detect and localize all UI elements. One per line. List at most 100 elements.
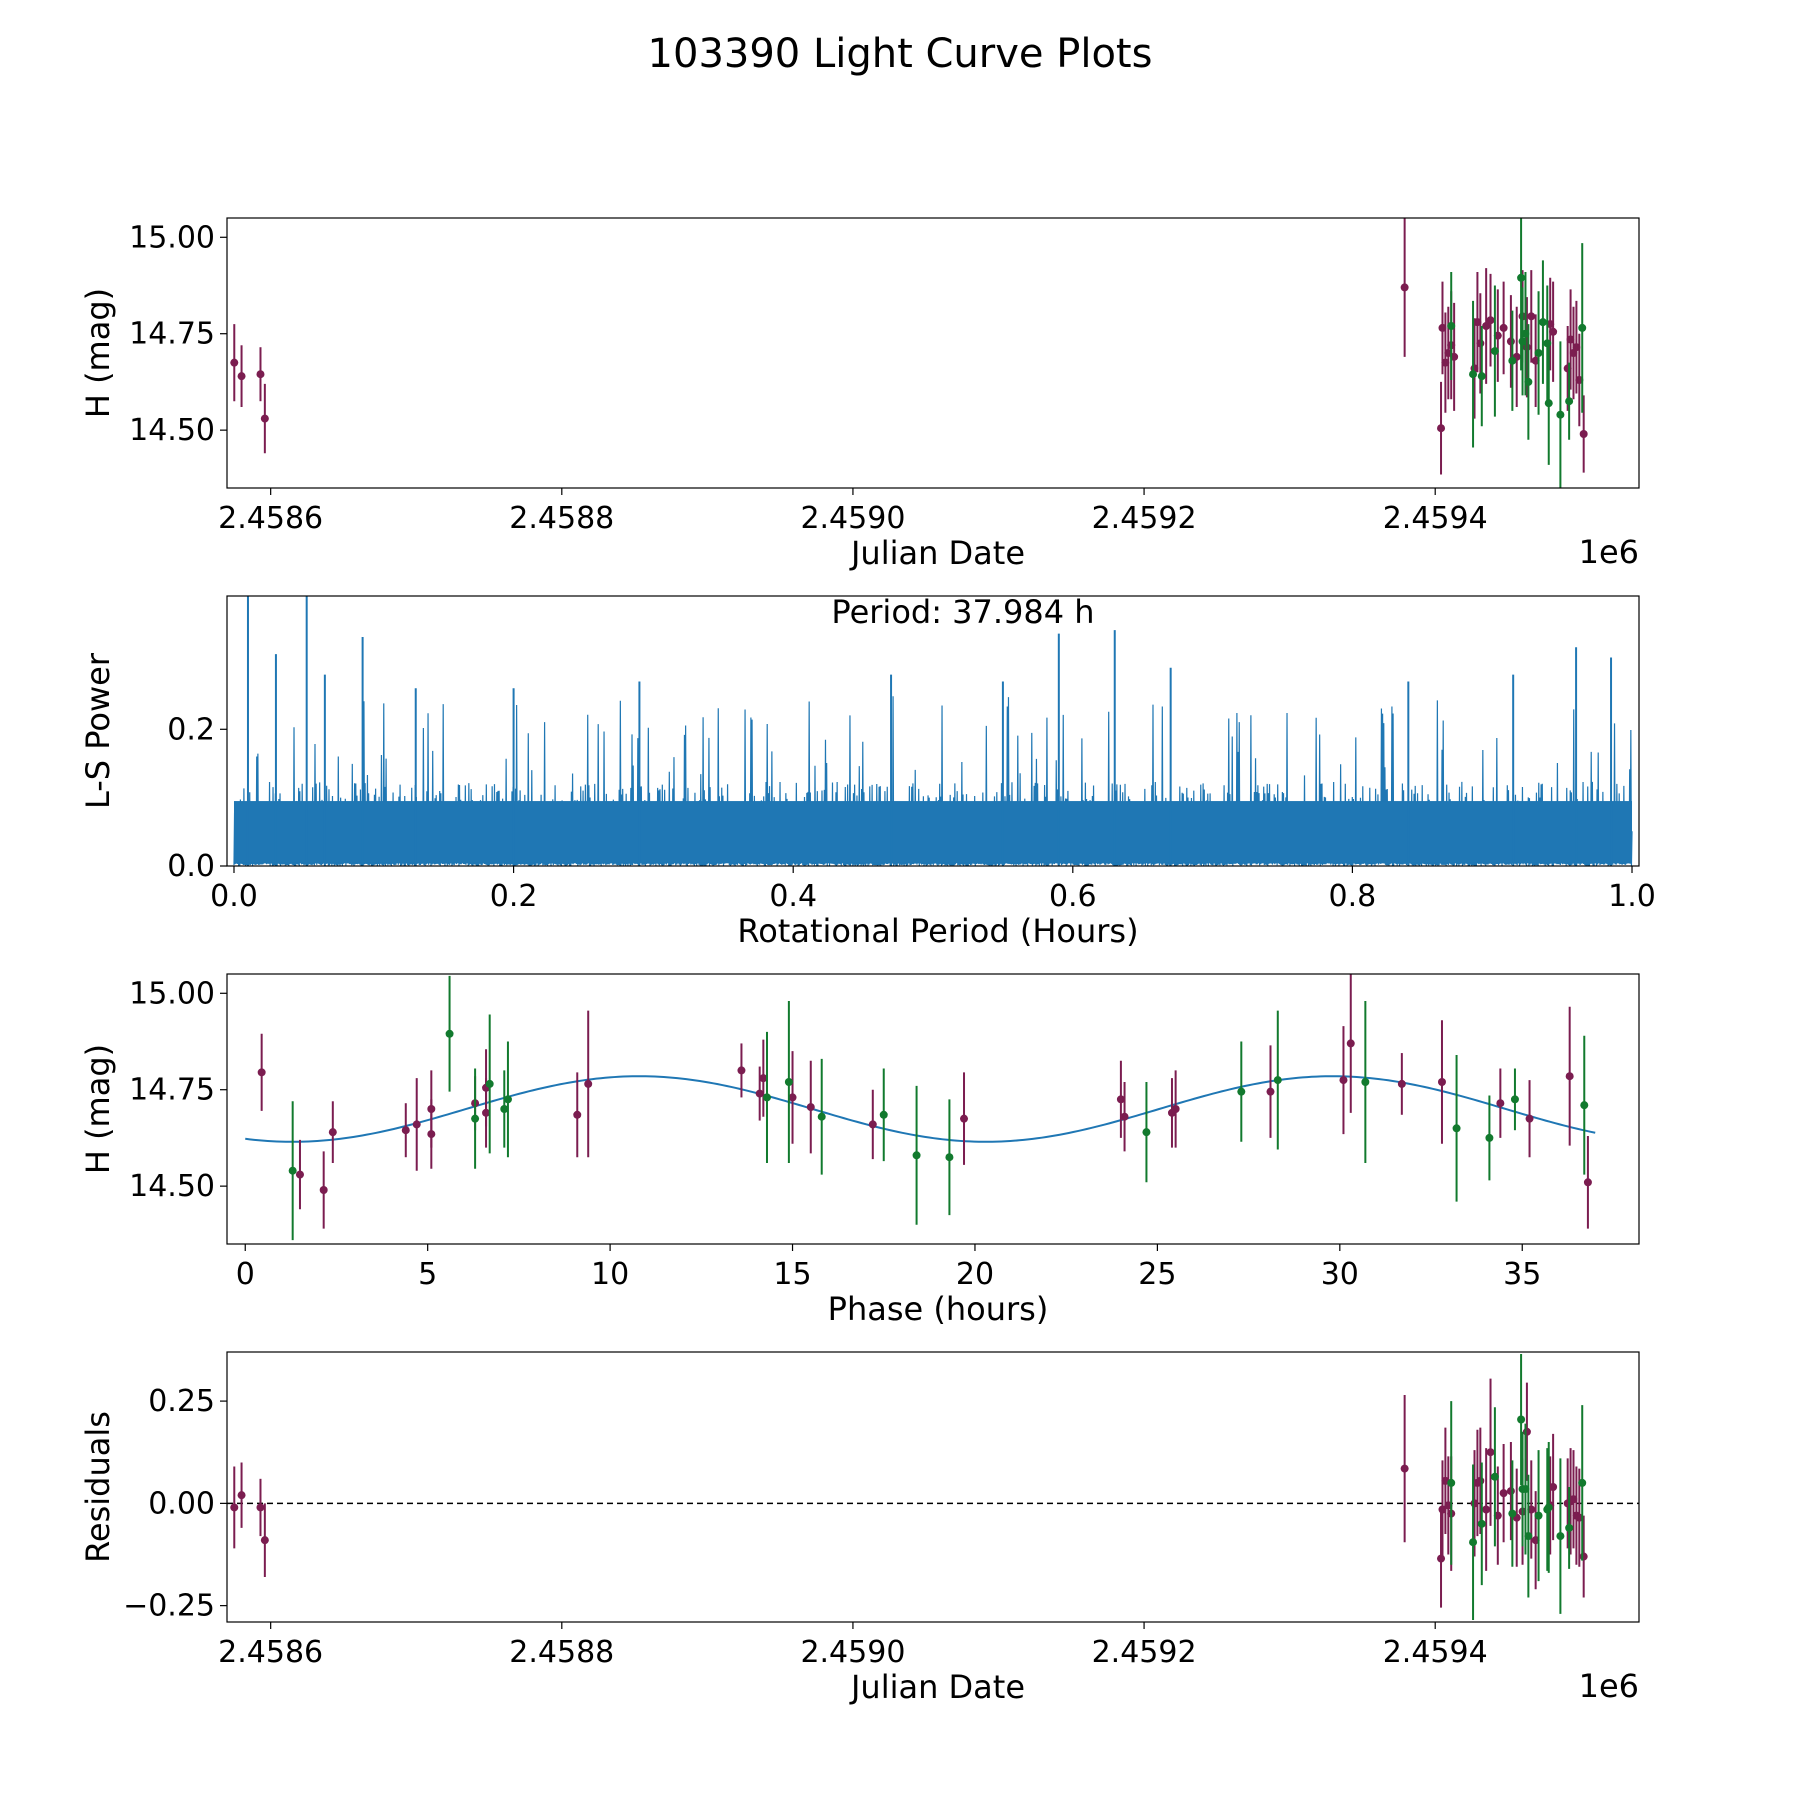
data-point-r: [1482, 322, 1491, 330]
residuals-plot-area: [227, 1354, 1639, 1620]
data-point-r: [868, 1120, 877, 1129]
data-point-g: [1517, 273, 1526, 282]
data-point-g: [1565, 397, 1574, 406]
data-point-r: [1499, 323, 1508, 332]
data-point-g: [1361, 1078, 1370, 1086]
y-tick-label: 0.00: [148, 1486, 215, 1521]
data-point-g: [1477, 1519, 1486, 1528]
data-point-g: [1508, 1509, 1517, 1518]
data-point-g: [1273, 1076, 1282, 1085]
data-point-g: [1469, 1538, 1478, 1547]
y-tick-label: 14.75: [129, 317, 215, 352]
data-point-g: [1490, 347, 1499, 356]
y-tick-label: −0.25: [123, 1589, 215, 1624]
data-point-r: [1549, 1483, 1558, 1491]
data-point-g: [912, 1151, 921, 1160]
data-point-g: [1447, 322, 1456, 330]
data-point-r: [1120, 1112, 1129, 1121]
data-point-g: [1556, 410, 1565, 419]
data-point-r: [806, 1103, 815, 1112]
x-tick-label: 25: [1138, 1257, 1176, 1292]
data-point-r: [1266, 1087, 1275, 1096]
y-axis-label: Residuals: [79, 1411, 117, 1563]
data-point-g: [1469, 370, 1478, 379]
y-axis-label: L-S Power: [79, 652, 117, 809]
x-tick-label: 2.4586: [218, 501, 323, 536]
phased-axes-frame: [226, 973, 1640, 1245]
lightcurve-plot-area: [230, 218, 1588, 488]
data-point-g: [945, 1153, 954, 1162]
x-axis-label: Julian Date: [849, 534, 1025, 572]
x-axis-offset-label: 1e6: [1579, 533, 1639, 571]
x-tick-label: 0.8: [1329, 879, 1377, 914]
data-point-r: [788, 1093, 797, 1102]
y-tick-label: 0.25: [148, 1384, 215, 1419]
data-point-r: [759, 1074, 768, 1083]
data-point-r: [257, 1068, 266, 1077]
data-point-r: [1397, 1079, 1406, 1088]
periodogram-axes-frame: [226, 595, 1640, 867]
data-point-g: [1544, 1503, 1553, 1512]
data-point-g: [485, 1079, 494, 1088]
data-point-g: [1534, 1511, 1543, 1520]
data-point-r: [573, 1110, 582, 1119]
data-point-g: [1524, 377, 1533, 386]
figure-title: 103390 Light Curve Plots: [648, 31, 1153, 77]
residuals-panel: 2.4586 2.4588 2.4590 2.4592 2.4594 −0.25 0.00 0…: [79, 1351, 1640, 1706]
data-point-g: [762, 1093, 771, 1102]
x-tick-label: 2.4586: [218, 1635, 323, 1670]
data-point-g: [1544, 399, 1553, 408]
data-point-r: [1579, 1552, 1588, 1561]
sine-model-curve: [245, 1075, 1596, 1143]
data-point-g: [817, 1112, 826, 1121]
data-point-r: [1527, 312, 1536, 321]
y-tick-label: 0.0: [167, 849, 215, 884]
data-point-g: [1447, 1478, 1456, 1487]
y-tick-label: 15.00: [129, 220, 215, 255]
data-point-g: [500, 1105, 509, 1113]
data-point-r: [1171, 1105, 1180, 1113]
data-point-r: [319, 1186, 328, 1194]
data-point-r: [412, 1120, 421, 1129]
data-point-g: [1580, 1101, 1589, 1110]
x-tick-label: 15: [773, 1257, 811, 1292]
phased-panel: 0 5 10 15 20 25 30 35 14.50 14.75 15.00 Phase (hour…: [79, 973, 1640, 1328]
lightcurve-panel: 2.4586 2.4588 2.4590 2.4592 2.4594 14.50 14.75…: [79, 217, 1640, 572]
data-point-r: [230, 1503, 239, 1512]
data-point-g: [1510, 1095, 1519, 1104]
data-point-g: [1543, 339, 1552, 348]
x-axis-offset-label: 1e6: [1579, 1667, 1639, 1705]
y-tick-label: 14.75: [129, 1073, 215, 1108]
data-point-g: [503, 1095, 512, 1104]
data-point-g: [1524, 1532, 1533, 1541]
x-axis-label: Rotational Period (Hours): [737, 912, 1138, 950]
data-point-r: [427, 1105, 436, 1113]
data-point-r: [1339, 1076, 1348, 1085]
y-tick-label: 14.50: [129, 413, 215, 448]
data-point-r: [1506, 1487, 1515, 1496]
data-point-r: [737, 1066, 746, 1075]
x-tick-label: 30: [1321, 1257, 1359, 1292]
data-point-r: [1116, 1095, 1125, 1104]
data-point-r: [1437, 424, 1446, 433]
lightcurve-axes-frame: [226, 217, 1640, 489]
data-point-r: [1549, 327, 1558, 336]
data-point-r: [256, 1503, 265, 1512]
x-tick-label: 1.0: [1608, 879, 1656, 914]
x-tick-label: 10: [591, 1257, 629, 1292]
periodogram-dense-band: [233, 801, 1633, 863]
x-tick-label: 0.6: [1049, 879, 1097, 914]
data-point-r: [237, 372, 246, 381]
residuals-axes-frame: [226, 1351, 1640, 1623]
periodogram-panel: 0.0 0.2 0.4 0.6 0.8 1.0 0.0 0.2 Rotational Perio…: [79, 593, 1656, 950]
x-tick-label: 2.4588: [509, 1635, 614, 1670]
data-point-r: [1565, 1072, 1574, 1081]
data-point-r: [1486, 1448, 1495, 1457]
x-tick-label: 20: [956, 1257, 994, 1292]
y-axis-label: H (mag): [79, 1044, 117, 1174]
data-point-g: [445, 1029, 454, 1038]
data-point-g: [1452, 1124, 1461, 1133]
data-point-r: [755, 1089, 764, 1098]
data-point-r: [295, 1170, 304, 1179]
y-tick-label: 15.00: [129, 976, 215, 1011]
